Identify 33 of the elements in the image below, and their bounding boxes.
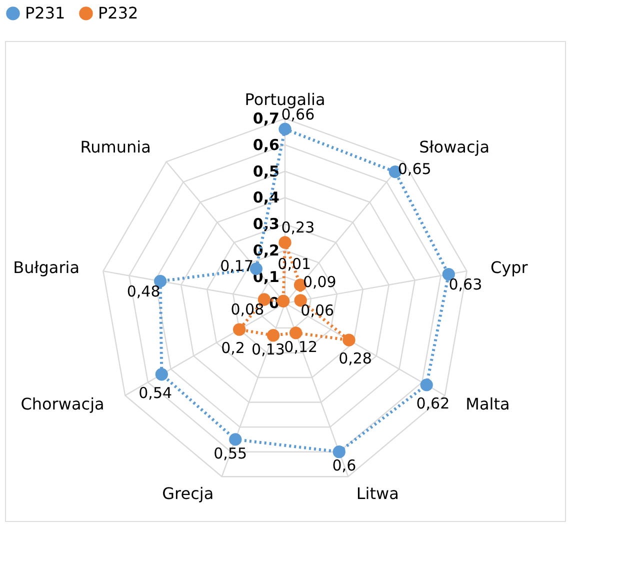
y-tick-label: 0,4 [252,188,280,207]
spoke-label: Malta [466,394,510,414]
y-tick-label: 0,6 [252,136,280,154]
data-label: 0,09 [302,272,336,291]
data-label: 0,13 [252,340,285,358]
y-tick-label: 0,3 [252,215,280,234]
data-label: 0,08 [230,300,264,319]
spoke-label: Bułgaria [13,258,80,277]
data-label: 0,63 [448,275,482,294]
y-tick-label: 0,5 [252,162,280,180]
data-label: 0,12 [284,338,318,356]
spoke-label: Grecja [162,484,214,503]
data-label: 0,6 [332,456,356,475]
spoke-label: Rumunia [80,138,151,157]
data-label: 0,54 [138,384,172,402]
data-label: 0,17 [220,256,254,275]
spoke-label: Słowacja [419,138,490,157]
spoke-label: Chorwacja [20,394,104,414]
data-label: 0,2 [221,339,245,358]
data-label: 0,01 [278,255,312,274]
data-label: 0,55 [214,444,248,462]
y-tick-label: 0,7 [252,110,280,128]
data-label: 0,62 [416,394,450,412]
spoke-label: Litwa [356,484,399,503]
data-label: 0,23 [281,218,315,237]
data-label: 0,65 [398,160,432,178]
data-label: 0,48 [126,282,160,300]
spoke-label: Portugalia [244,90,326,110]
spoke-label: Cypr [490,258,528,277]
data-label: 0,28 [338,350,372,368]
y-tick-label: 0,2 [252,241,280,260]
legend-label: P231 [25,3,66,22]
legend-label: P232 [98,3,138,22]
